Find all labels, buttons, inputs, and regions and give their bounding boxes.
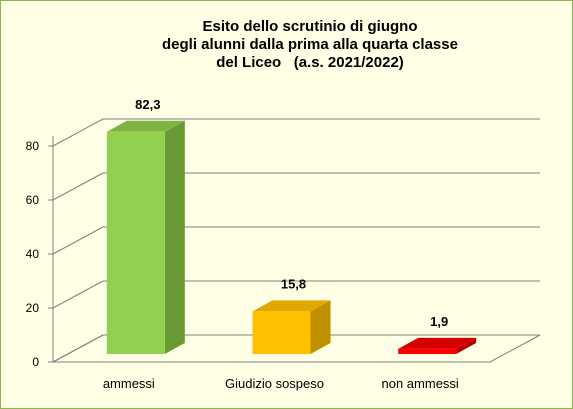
y-tick-label: 60 bbox=[26, 193, 40, 207]
y-tick-label: 0 bbox=[32, 355, 39, 369]
chart-title-line-2: degli alunni dalla prima alla quarta cla… bbox=[162, 36, 458, 53]
data-label: 1,9 bbox=[430, 314, 448, 329]
gridline-diagonal bbox=[52, 280, 104, 309]
data-label: 82,3 bbox=[135, 97, 160, 112]
y-tick-label: 40 bbox=[26, 247, 40, 261]
bar-side bbox=[456, 337, 477, 354]
data-label: 15,8 bbox=[281, 276, 306, 291]
y-tick-label: 80 bbox=[26, 139, 40, 153]
bar-top bbox=[398, 337, 477, 349]
chart-title-line-1: Esito dello scrutinio di giugno bbox=[202, 18, 418, 35]
chart-title-line-3: del Liceo (a.s. 2021/2022) bbox=[216, 54, 404, 71]
bar bbox=[398, 348, 457, 354]
gridline-diagonal bbox=[52, 226, 104, 255]
gridline-diagonal bbox=[52, 172, 104, 201]
bar bbox=[252, 311, 311, 354]
x-tick-label: ammessi bbox=[103, 376, 155, 391]
bar-side bbox=[310, 300, 331, 354]
y-tick-label: 20 bbox=[26, 301, 40, 315]
gridline-diagonal bbox=[52, 118, 104, 147]
bar-side bbox=[164, 120, 185, 354]
bar bbox=[106, 131, 165, 354]
bar-top bbox=[106, 120, 185, 132]
x-tick-label: non ammessi bbox=[382, 376, 459, 391]
bar-top bbox=[252, 300, 331, 312]
x-tick-label: Giudizio sospeso bbox=[225, 376, 324, 391]
